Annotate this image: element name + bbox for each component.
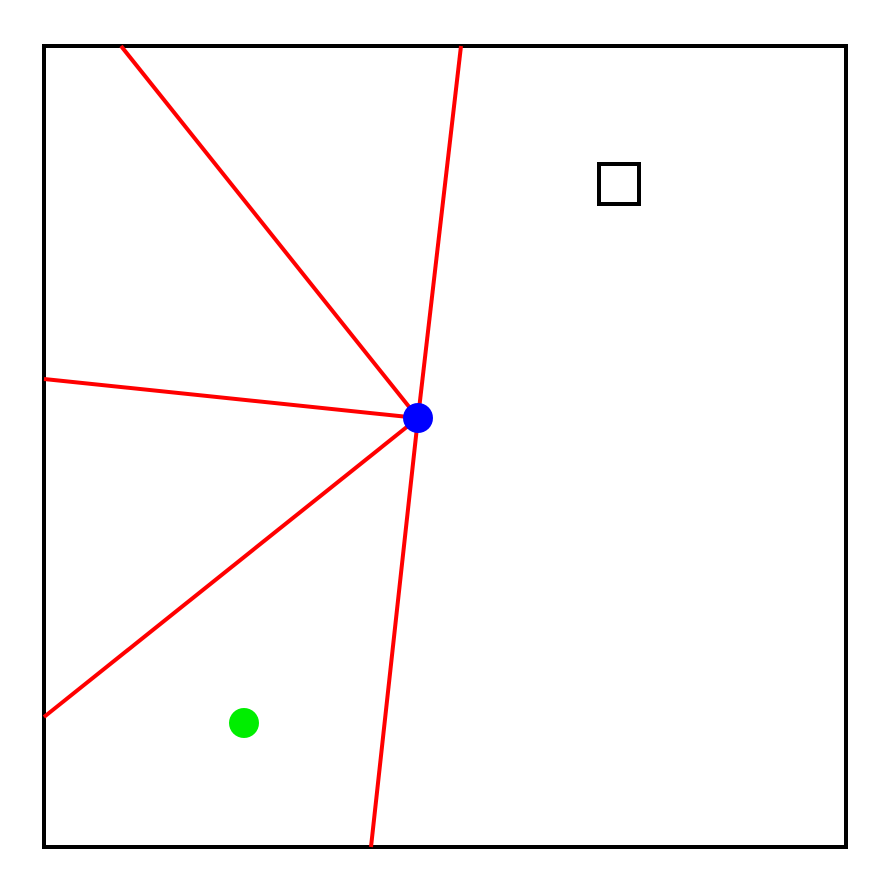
ray-bottom [369, 417, 420, 848]
square-marker [597, 162, 641, 206]
blue-dot [403, 403, 433, 433]
ray-top-left [119, 44, 420, 420]
ray-left [43, 377, 419, 420]
ray-top [416, 45, 463, 419]
green-dot [229, 708, 259, 738]
ray-lower-left [42, 416, 420, 719]
square-frame [42, 44, 848, 849]
